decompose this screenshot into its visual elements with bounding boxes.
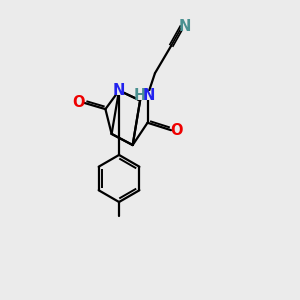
Text: N: N xyxy=(113,83,125,98)
Text: H: H xyxy=(134,88,146,103)
Text: N: N xyxy=(142,88,155,103)
Text: O: O xyxy=(73,95,85,110)
Text: O: O xyxy=(170,123,183,138)
Bar xyxy=(137,91,142,100)
Bar xyxy=(76,98,82,107)
Text: N: N xyxy=(179,19,191,34)
Bar xyxy=(116,86,122,95)
Bar xyxy=(182,22,188,31)
Bar xyxy=(146,91,152,100)
Bar xyxy=(174,126,179,135)
